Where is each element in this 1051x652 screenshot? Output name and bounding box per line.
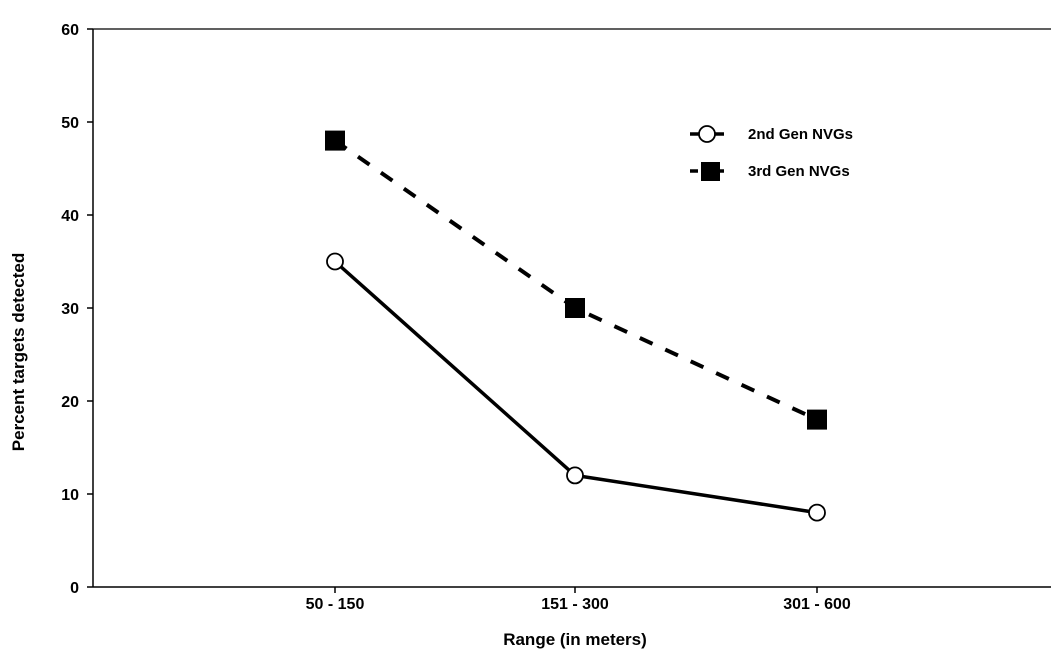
- data-point-circle: [808, 503, 826, 522]
- data-point-square: [325, 130, 345, 151]
- series-line: [333, 138, 818, 422]
- legend-marker-circle: [698, 125, 716, 143]
- y-ticks: 0 10 20 30 40 50 60: [61, 22, 93, 597]
- y-tick-label: 60: [61, 22, 79, 39]
- data-point-circle: [566, 466, 584, 485]
- legend-item: 3rd Gen NVGs: [690, 162, 850, 181]
- x-tick-label: 50 - 150: [306, 596, 365, 613]
- y-tick-label: 0: [70, 580, 79, 597]
- series-3rd-gen: [325, 130, 827, 430]
- legend-label: 3rd Gen NVGs: [748, 163, 850, 180]
- series-layer: [325, 130, 827, 522]
- x-axis-title: Range (in meters): [503, 630, 647, 649]
- data-point-circle: [326, 252, 344, 271]
- y-tick-label: 20: [61, 394, 79, 411]
- x-ticks: 50 - 150 151 - 300 301 - 600: [306, 587, 851, 613]
- y-tick-label: 50: [61, 115, 79, 132]
- legend: 2nd Gen NVGs 3rd Gen NVGs: [690, 125, 853, 181]
- data-point-square: [807, 409, 827, 430]
- y-axis-title: Percent targets detected: [9, 253, 28, 451]
- legend-item: 2nd Gen NVGs: [690, 125, 853, 143]
- series-2nd-gen: [326, 252, 826, 522]
- x-tick-label: 301 - 600: [783, 596, 851, 613]
- x-tick-label: 151 - 300: [541, 596, 609, 613]
- legend-label: 2nd Gen NVGs: [748, 126, 853, 143]
- legend-marker-square: [701, 162, 720, 181]
- y-tick-label: 40: [61, 208, 79, 225]
- data-point-square: [565, 298, 585, 318]
- y-tick-label: 30: [61, 301, 79, 318]
- y-tick-label: 10: [61, 487, 79, 504]
